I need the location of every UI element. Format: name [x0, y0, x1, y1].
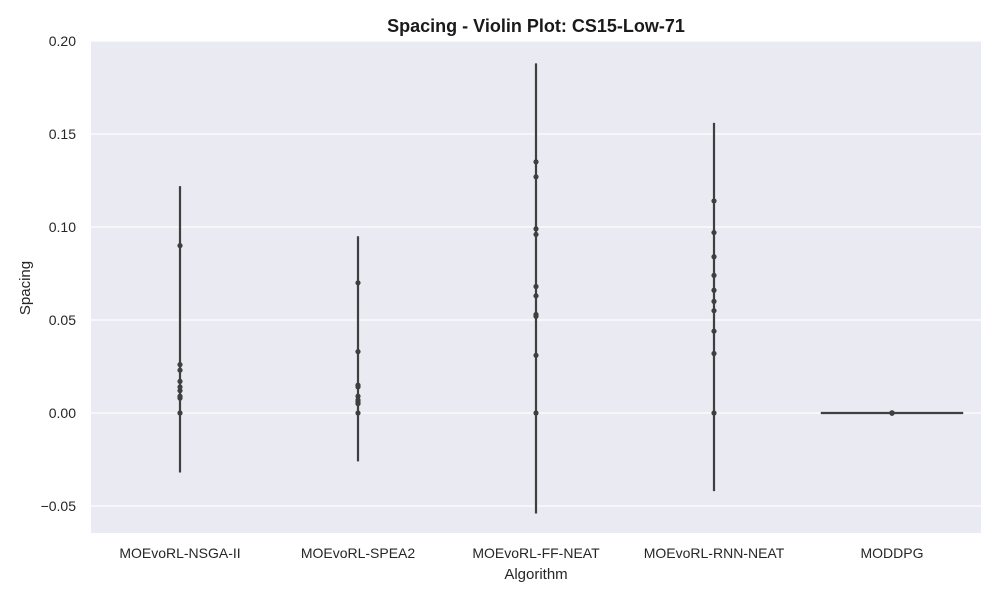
data-point	[533, 174, 539, 180]
violin-marks	[177, 63, 964, 514]
data-point	[711, 308, 717, 314]
y-tick-label: 0.20	[49, 33, 76, 49]
data-point	[355, 401, 361, 407]
data-point	[533, 283, 539, 290]
data-point	[177, 410, 183, 416]
data-point	[889, 410, 895, 416]
data-point	[355, 393, 361, 399]
data-point	[177, 362, 183, 368]
x-tick-label: MOEvoRL-RNN-NEAT	[644, 545, 785, 561]
y-tick-label: 0.00	[49, 405, 76, 421]
y-tick-labels: −0.05 0.00 0.05 0.10 0.15 0.20	[41, 33, 77, 514]
x-tick-label: MOEvoRL-NSGA-II	[119, 545, 240, 561]
violin-group	[711, 122, 717, 492]
data-point	[177, 367, 183, 373]
data-point	[711, 287, 717, 293]
chart-title: Spacing - Violin Plot: CS15-Low-71	[387, 16, 685, 36]
data-point	[711, 410, 717, 416]
data-point	[711, 198, 717, 204]
data-point	[177, 388, 183, 394]
y-tick-label: 0.15	[49, 126, 76, 142]
y-tick-label: 0.10	[49, 219, 76, 235]
data-point	[711, 298, 717, 304]
data-point	[177, 243, 183, 249]
data-point	[177, 378, 183, 384]
data-point	[533, 226, 539, 232]
data-point	[711, 350, 717, 357]
y-tick-label: 0.05	[49, 312, 76, 328]
x-tick-label: MODDPG	[861, 545, 924, 561]
data-point	[711, 328, 717, 334]
data-point	[355, 349, 361, 355]
x-tick-label: MOEvoRL-FF-NEAT	[472, 545, 600, 561]
data-point	[533, 410, 539, 416]
violin-group	[355, 236, 361, 462]
x-axis-label: Algorithm	[504, 566, 567, 583]
data-point	[533, 352, 539, 358]
data-point	[533, 159, 539, 165]
data-point	[711, 272, 717, 278]
violin-group	[533, 63, 539, 514]
x-tick-label: MOEvoRL-SPEA2	[301, 545, 416, 561]
x-tick-labels: MOEvoRL-NSGA-II MOEvoRL-SPEA2 MOEvoRL-FF-N…	[119, 545, 923, 561]
y-axis-label: Spacing	[17, 261, 34, 315]
violin-group	[177, 186, 183, 473]
y-tick-label: −0.05	[41, 498, 77, 514]
data-point	[533, 293, 539, 299]
data-point	[711, 229, 717, 236]
data-point	[533, 313, 539, 319]
data-point	[177, 395, 183, 401]
data-point	[355, 410, 361, 416]
data-point	[355, 384, 361, 390]
data-point	[711, 254, 717, 260]
data-point	[355, 280, 361, 286]
data-point	[177, 384, 183, 390]
violin-group	[820, 410, 964, 416]
data-point	[533, 231, 539, 238]
